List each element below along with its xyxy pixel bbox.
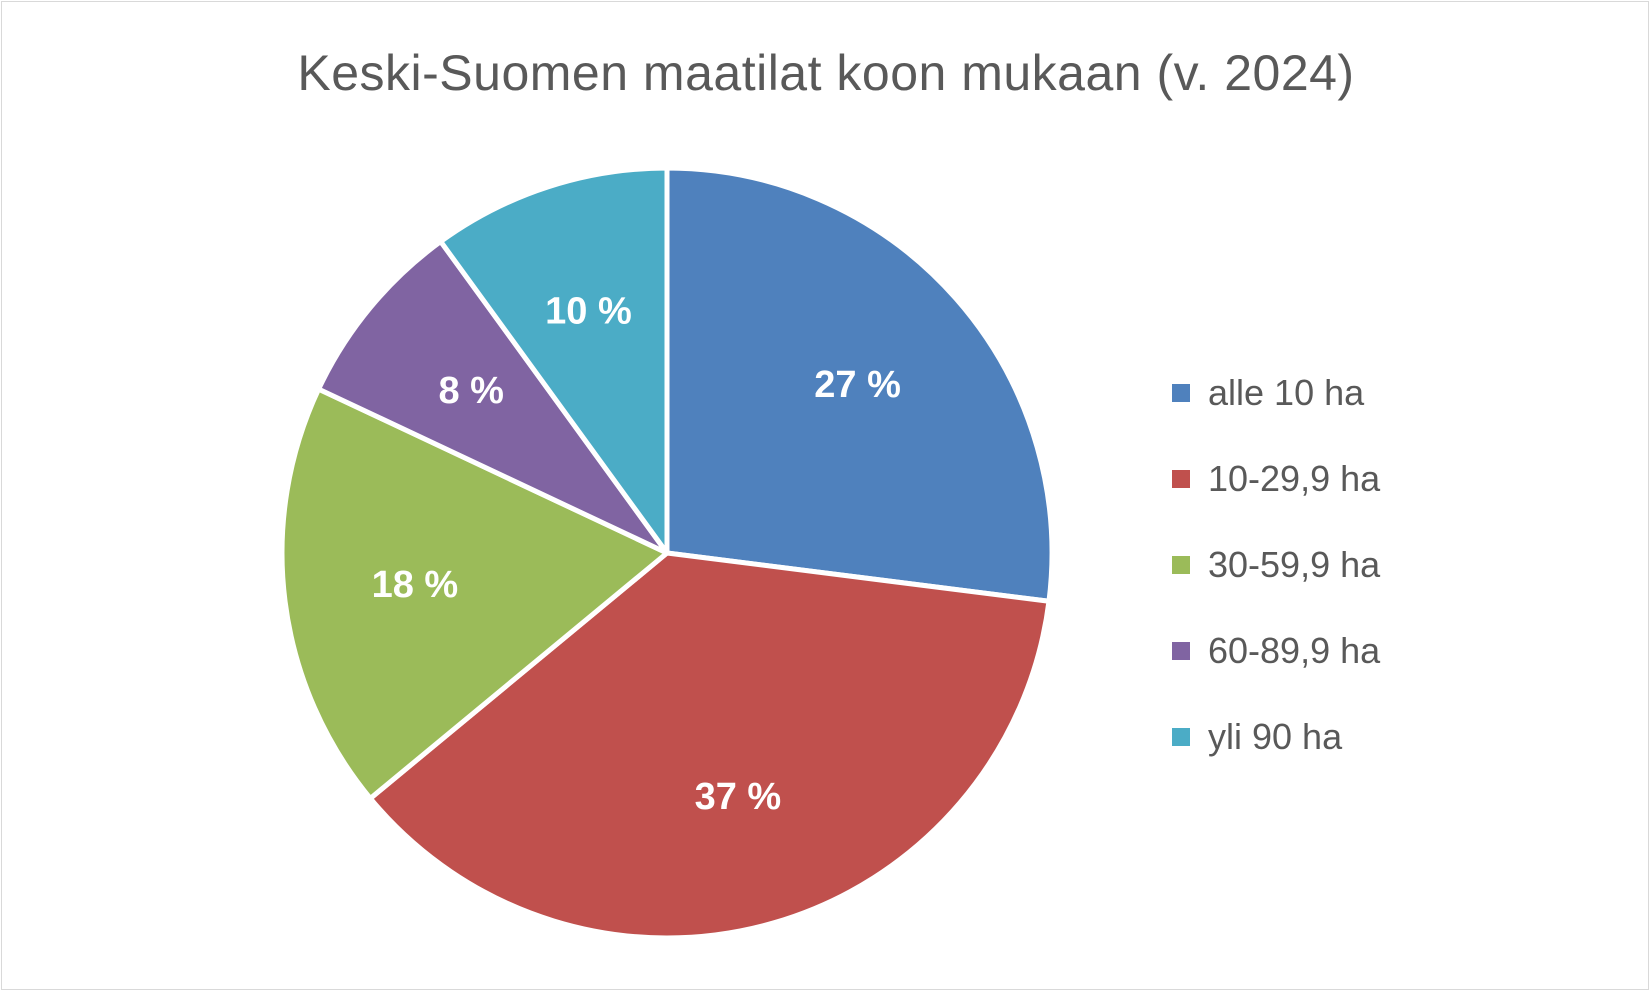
legend-item-3: 30-59,9 ha [1172,522,1380,608]
legend-label: 30-59,9 ha [1208,544,1381,585]
legend-label: 60-89,9 ha [1208,630,1381,671]
legend-swatch [1172,728,1190,746]
legend-item-4: 60-89,9 ha [1172,608,1380,694]
legend-swatch [1172,384,1190,402]
legend-label: alle 10 ha [1208,372,1365,413]
legend-label: 10-29,9 ha [1208,458,1381,499]
data-label-3: 18 % [372,564,459,606]
legend-item-2: 10-29,9 ha [1172,436,1380,522]
legend-item-5: yli 90 ha [1172,694,1380,780]
data-label-4: 8 % [438,370,503,412]
legend-label: yli 90 ha [1208,716,1343,757]
pie-slice-3 [279,386,670,801]
data-label-1: 27 % [814,364,901,406]
chart-legend: alle 10 ha 10-29,9 ha 30-59,9 ha 60-89,9 ha… [1172,350,1380,780]
legend-swatch [1172,642,1190,660]
chart-title: Keski-Suomen maatilat koon mukaan (v. 20… [297,45,1355,101]
legend-swatch [1172,470,1190,488]
legend-item-1: alle 10 ha [1172,350,1380,436]
data-label-2: 37 % [695,776,782,818]
pie-slice-2 [367,550,1052,941]
pie-slice-1 [664,165,1055,604]
pie-slice-5 [438,165,670,556]
legend-swatch [1172,556,1190,574]
data-label-5: 10 % [545,290,632,332]
pie-slice-4 [316,239,670,556]
